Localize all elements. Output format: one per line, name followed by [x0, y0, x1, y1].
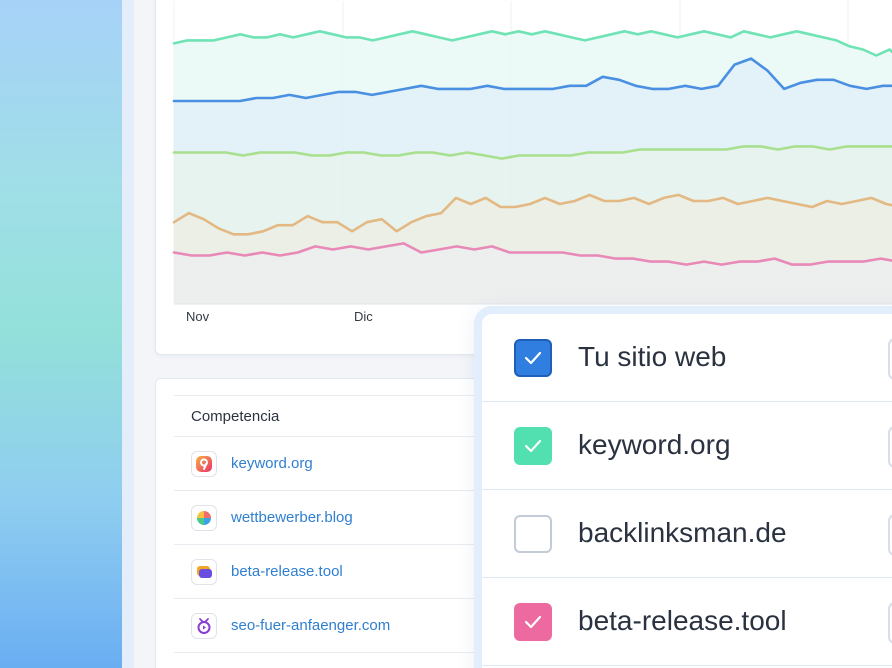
series-label: beta-release.tool: [578, 605, 787, 636]
series-label: backlinksman.de: [578, 517, 787, 548]
series-line: [172, 242, 892, 266]
x-tick-label: Dic: [354, 309, 373, 324]
chart-card: Nov Dic: [155, 0, 892, 355]
competitor-row[interactable]: beta-release.tool: [174, 545, 574, 599]
series-area: [174, 243, 892, 304]
series-line: [172, 193, 892, 236]
keyword-logo-icon: [191, 450, 217, 477]
series-line: [172, 145, 892, 160]
wettbewerber-logo-icon: [191, 504, 217, 531]
checkbox-checked[interactable]: [514, 427, 552, 465]
series-option-box[interactable]: [888, 338, 892, 380]
series-label: Tu sitio web: [578, 341, 727, 372]
check-icon: [524, 615, 542, 629]
checkbox-checked[interactable]: [514, 603, 552, 641]
competitor-link[interactable]: keyword.org: [231, 455, 313, 472]
checkbox-unchecked[interactable]: [514, 515, 552, 553]
series-selector-panel: Tu sitio web keyword.org backlinksman.de…: [474, 306, 892, 668]
beta-release-logo-icon: [191, 558, 217, 585]
series-label: keyword.org: [578, 429, 731, 460]
check-icon: [524, 351, 542, 365]
seo-fuer-anfaenger-logo-icon: [191, 612, 217, 639]
series-toggle-row[interactable]: backlinksman.de: [482, 490, 892, 578]
series-option-box[interactable]: [888, 602, 892, 644]
competitor-row[interactable]: keyword.org: [174, 437, 574, 491]
competitor-link[interactable]: beta-release.tool: [231, 563, 343, 580]
check-icon: [524, 439, 542, 453]
checkbox-checked[interactable]: [514, 339, 552, 377]
competitor-link[interactable]: seo-fuer-anfaenger.com: [231, 617, 391, 634]
series-toggle-row[interactable]: Tu sitio web: [482, 314, 892, 402]
series-option-box[interactable]: [888, 514, 892, 556]
series-line: [172, 57, 892, 103]
competitors-header: Competencia: [174, 395, 574, 437]
series-line: [172, 30, 892, 57]
x-tick-label: Nov: [186, 309, 210, 324]
competitor-row[interactable]: wettbewerber.blog: [174, 491, 574, 545]
competitor-link[interactable]: wettbewerber.blog: [231, 509, 353, 526]
competitor-row[interactable]: seo-fuer-anfaenger.com: [174, 599, 574, 653]
series-toggle-row[interactable]: keyword.org: [482, 402, 892, 490]
series-toggle-row[interactable]: beta-release.tool: [482, 578, 892, 666]
decorative-gradient-panel: [0, 0, 122, 668]
line-chart: [172, 1, 892, 305]
series-option-box[interactable]: [888, 426, 892, 468]
